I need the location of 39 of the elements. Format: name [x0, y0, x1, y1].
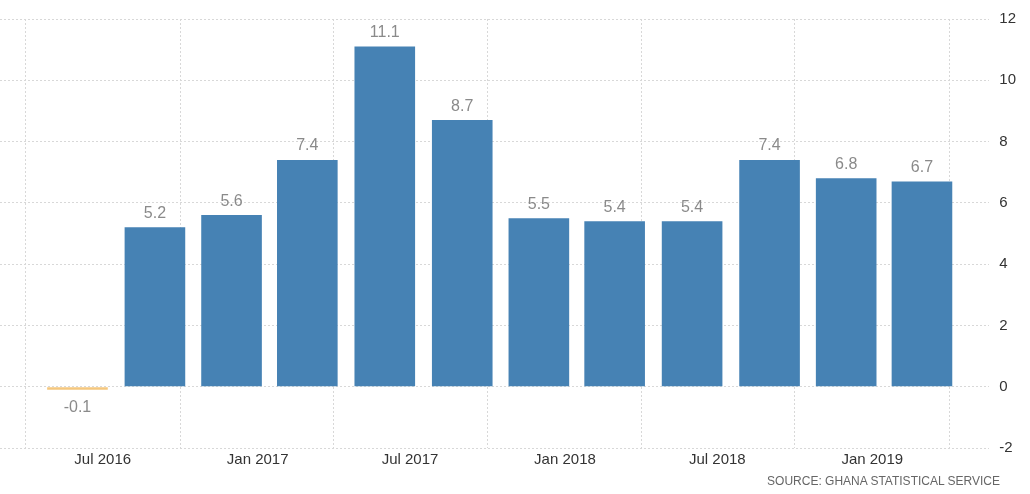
data-label: 11.1	[369, 22, 400, 40]
data-label: 5.4	[603, 197, 626, 215]
bar	[354, 46, 416, 387]
data-label: 6.8	[835, 154, 858, 172]
data-label: 5.5	[527, 194, 551, 212]
source-note: SOURCE: GHANA STATISTICAL SERVICE	[767, 474, 1000, 489]
x-tick-label: Jan 2019	[841, 450, 904, 468]
x-tick-label: Jan 2018	[534, 450, 596, 468]
bar	[124, 227, 186, 387]
bar	[508, 218, 570, 387]
y-tick-label: -2	[999, 438, 1013, 456]
y-tick-label: 2	[999, 315, 1008, 333]
data-label: 5.6	[220, 191, 243, 209]
data-label: 6.7	[910, 157, 934, 175]
y-tick-label: 12	[999, 9, 1016, 27]
bar	[661, 221, 723, 387]
data-label: 7.4	[758, 136, 781, 154]
data-label: 7.4	[296, 136, 319, 154]
x-tick-label: Jan 2017	[226, 450, 289, 468]
y-tick-label: 4	[999, 254, 1008, 272]
x-tick-label: Jul 2017	[381, 450, 439, 468]
bar	[277, 159, 338, 387]
x-tick-label: Jul 2018	[689, 450, 746, 468]
data-label: 5.4	[680, 197, 704, 215]
bar	[201, 215, 262, 387]
bar	[891, 181, 953, 387]
bar	[739, 159, 800, 387]
bar	[431, 120, 493, 387]
bar	[815, 178, 877, 387]
bar	[47, 387, 108, 390]
data-label: 5.2	[143, 203, 167, 221]
data-label: 8.7	[451, 96, 474, 114]
y-tick-label: 10	[999, 70, 1016, 88]
y-tick-label: 6	[999, 193, 1008, 210]
y-tick-label: 0	[999, 376, 1008, 394]
y-tick-label: 8	[999, 131, 1008, 149]
x-tick-label: Jul 2016	[74, 450, 132, 468]
data-label: -0.1	[63, 398, 92, 416]
bar	[584, 221, 645, 387]
